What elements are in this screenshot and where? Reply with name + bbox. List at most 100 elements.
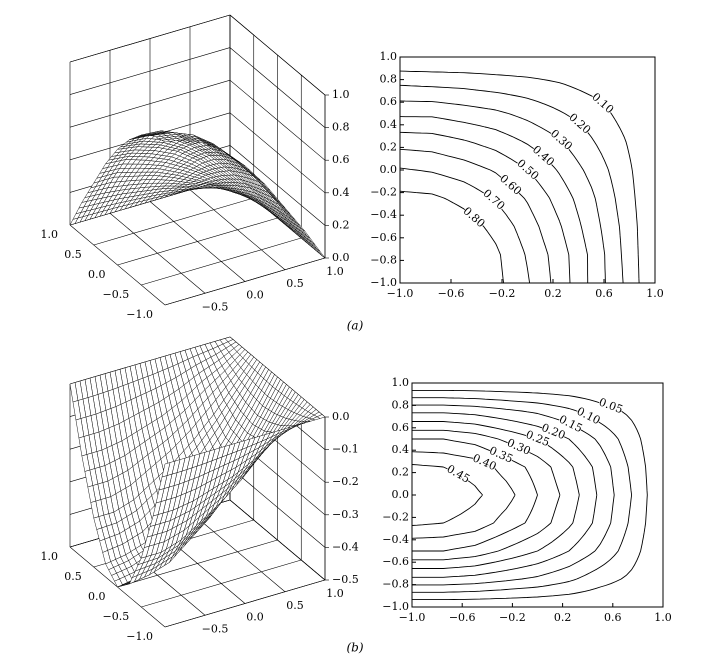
y-tick-label: 0.8 [380, 73, 398, 86]
y-tick-label: −0.4 [382, 533, 409, 546]
label-background [480, 187, 507, 213]
x-tick-label: 0.2 [554, 611, 572, 624]
y-tick-label: −0.5 [103, 288, 130, 301]
y-tick-label: −0.2 [370, 186, 397, 199]
grid-line [117, 539, 278, 588]
contour-label: 0.45 [444, 462, 472, 485]
x-tick-label: −1.0 [399, 611, 426, 624]
x-tick-label: −0.6 [449, 611, 476, 624]
y-tick-label: −1.0 [126, 308, 153, 321]
label-background [557, 413, 584, 436]
x-tick-label: −0.6 [438, 287, 465, 300]
grid-line [229, 467, 326, 548]
y-tick-label: 0.0 [392, 488, 410, 501]
label-background [444, 463, 472, 486]
contour-line [399, 84, 624, 284]
grid-line [117, 217, 278, 266]
y-tick-label: −0.6 [370, 231, 397, 244]
z-tick-label: 0.0 [332, 410, 350, 423]
label-background [530, 143, 556, 169]
contour-label: 0.50 [514, 157, 541, 183]
contour-line [412, 429, 561, 561]
x-tick-label: 0.5 [286, 277, 304, 290]
contour-line [399, 70, 640, 284]
y-tick-label: 0.0 [88, 268, 106, 281]
y-tick-label: 1.0 [41, 550, 59, 563]
grid-line [164, 579, 326, 628]
z-tick-label: 0.2 [332, 218, 350, 231]
contour-label-group: 0.45 [444, 462, 472, 485]
x-tick-label: −1.0 [387, 287, 414, 300]
contour-line [411, 451, 516, 539]
x-tick-label: 0.2 [544, 287, 562, 300]
label-background [597, 396, 625, 417]
y-tick-label: 0.2 [392, 466, 410, 479]
y-tick-label: −0.8 [370, 253, 397, 266]
label-background [505, 437, 533, 458]
x-tick-label: −0.5 [202, 622, 229, 635]
y-tick-label: −1.0 [370, 276, 397, 289]
grid-line [93, 197, 254, 246]
grid-line [164, 257, 326, 306]
x-tick-label: 0.5 [286, 599, 304, 612]
grid-line [141, 559, 302, 608]
z-tick-label: −0.4 [332, 540, 359, 553]
y-tick-label: 1.0 [380, 50, 398, 63]
y-tick-label: 1.0 [392, 376, 410, 389]
z-tick-label: 0.0 [332, 251, 350, 264]
contour-label-group: 0.30 [548, 127, 575, 153]
grid-line [229, 14, 326, 96]
z-tick-label: −0.5 [332, 573, 359, 586]
y-tick-label: −0.8 [382, 578, 409, 591]
caption: (a) [347, 319, 364, 333]
z-tick-label: 0.4 [332, 186, 350, 199]
x-tick-label: −0.2 [489, 287, 516, 300]
x-tick-label: 1.0 [326, 265, 344, 278]
grid-line [69, 47, 231, 95]
grid-line [229, 499, 326, 581]
grid-line [69, 14, 231, 63]
label-background [514, 157, 541, 183]
contour-line [399, 100, 606, 284]
contour-line [412, 389, 648, 601]
contour-label: 0.10 [589, 90, 616, 116]
contour-line [412, 397, 633, 593]
y-tick-label: 0.8 [392, 398, 410, 411]
label-background [566, 111, 593, 137]
contour-label-group: 0.20 [566, 111, 593, 137]
label-background [460, 205, 487, 231]
grid-line [229, 47, 326, 128]
y-tick-label: −0.4 [370, 208, 397, 221]
y-tick-label: 0.0 [380, 163, 398, 176]
contour-label-group: 0.05 [597, 395, 624, 416]
label-background [574, 405, 602, 428]
y-tick-label: 0.5 [64, 570, 82, 583]
contour-label-group: 0.50 [514, 157, 541, 183]
y-tick-label: 0.5 [64, 248, 82, 261]
contour-label: 0.20 [566, 111, 593, 137]
contour-label-group: 0.40 [530, 143, 557, 169]
x-tick-label: −0.5 [202, 300, 229, 313]
x-tick-label: 0.6 [604, 611, 622, 624]
label-background [487, 444, 515, 466]
surface-patch [316, 248, 326, 259]
y-tick-label: −0.6 [382, 555, 409, 568]
contour-label: 0.40 [530, 143, 557, 169]
y-tick-label: 1.0 [41, 228, 59, 241]
grid-line [229, 112, 326, 194]
grid-line [229, 79, 326, 161]
x-tick-label: −0.2 [499, 611, 526, 624]
z-tick-label: −0.2 [332, 475, 359, 488]
label-background [497, 172, 524, 198]
z-tick-label: 0.8 [332, 121, 350, 134]
x-tick-label: 1.0 [646, 287, 664, 300]
label-background [470, 452, 498, 474]
z-tick-label: 1.0 [332, 88, 350, 101]
y-tick-label: −0.5 [103, 610, 130, 623]
y-tick-label: 0.2 [380, 140, 398, 153]
y-tick-label: 0.4 [392, 443, 410, 456]
y-tick-label: −1.0 [382, 600, 409, 613]
surface-patch [161, 139, 171, 143]
z-tick-label: −0.3 [332, 508, 359, 521]
caption: (b) [346, 641, 363, 655]
